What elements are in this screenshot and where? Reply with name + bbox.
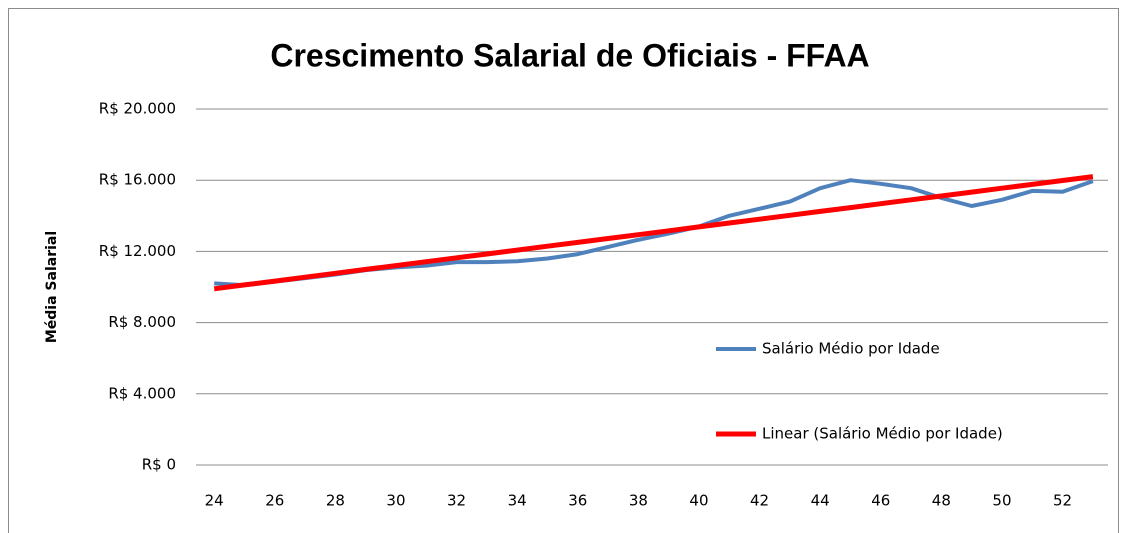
x-tick-label: 50 [992, 492, 1011, 510]
x-tick-label: 30 [386, 492, 405, 510]
x-tick-label: 52 [1053, 492, 1072, 510]
y-tick-label: R$ 16.000 [99, 171, 176, 189]
legend-label: Salário Médio por Idade [762, 340, 940, 358]
legend-label: Linear (Salário Médio por Idade) [762, 425, 1003, 443]
x-tick-label: 28 [326, 492, 345, 510]
y-tick-label: R$ 20.000 [99, 100, 176, 118]
x-tick-label: 44 [811, 492, 830, 510]
x-tick-label: 42 [750, 492, 769, 510]
x-tick-label: 40 [689, 492, 708, 510]
x-tick-label: 26 [265, 492, 284, 510]
x-tick-label: 38 [629, 492, 648, 510]
y-tick-label: R$ 0 [142, 456, 176, 474]
y-tick-label: R$ 4.000 [108, 384, 176, 402]
x-tick-label: 34 [508, 492, 527, 510]
x-tick-label: 36 [568, 492, 587, 510]
chart-frame [8, 8, 1119, 533]
x-tick-label: 32 [447, 492, 466, 510]
series-line [213, 174, 1094, 292]
x-tick-label: 46 [871, 492, 890, 510]
x-tick-label: 24 [205, 492, 224, 510]
x-tick-label: 48 [932, 492, 951, 510]
chart-title: Crescimento Salarial de Oficiais - FFAA [270, 37, 869, 73]
y-tick-label: R$ 8.000 [108, 313, 176, 331]
y-tick-label: R$ 12.000 [99, 242, 176, 260]
y-axis-label: Média Salarial [44, 231, 60, 343]
